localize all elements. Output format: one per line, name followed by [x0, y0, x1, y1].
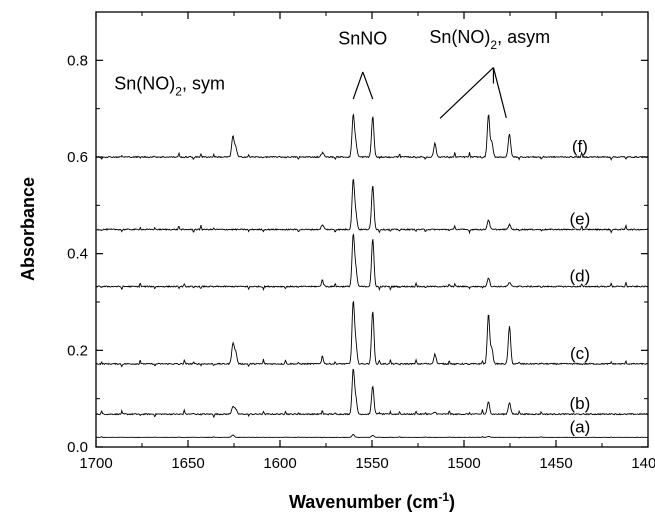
annotation-sym-text: Sn(NO): [114, 73, 175, 93]
series-layer: [95, 113, 649, 439]
series-label-e: (e): [570, 210, 591, 229]
annotation-pointer: [492, 67, 507, 118]
x-tick-label: 1600: [263, 455, 296, 472]
x-tick-label: 1450: [539, 455, 572, 472]
series-label-d: (d): [570, 267, 591, 286]
y-tick-label: 0.4: [67, 246, 88, 263]
x-axis-ticks: 1700 1650 1600 1550 1500 1450 1400: [79, 12, 655, 472]
y-tick-label: 0.0: [67, 439, 88, 456]
series-label-c: (c): [570, 344, 590, 363]
series-labels: (a) (b) (c) (d) (e) (f): [570, 137, 591, 436]
annotation-sym-suffix: , sym: [182, 73, 225, 93]
series-line-f: [95, 113, 649, 161]
y-tick-label: 0.8: [67, 52, 88, 69]
series-label-f: (f): [572, 137, 588, 156]
annotation-asym-suffix: , asym: [497, 27, 550, 47]
annotation-asym: Sn(NO)2, asym: [429, 27, 550, 52]
annotation-pointer: [362, 71, 374, 100]
annotation-sym: Sn(NO)2, sym: [114, 73, 225, 98]
annotation-snno: SnNO: [338, 28, 387, 48]
y-tick-label: 0.2: [67, 342, 88, 359]
x-tick-label: 1400: [631, 455, 655, 472]
series-line-e: [95, 178, 649, 235]
x-axis-title-superscript: -1: [438, 490, 449, 504]
annotation-asym-text: Sn(NO): [429, 27, 490, 47]
x-axis-title-main: Wavenumber (cm: [289, 492, 438, 512]
x-tick-label: 1550: [355, 455, 388, 472]
x-tick-label: 1500: [447, 455, 480, 472]
x-tick-label: 1650: [171, 455, 204, 472]
annotation-snno-text: SnNO: [338, 28, 387, 48]
annotation-asym-subscript: 2: [490, 38, 497, 52]
series-line-d: [95, 233, 649, 292]
series-label-a: (a): [570, 417, 591, 436]
annotation-sym-subscript: 2: [175, 84, 182, 98]
annotation-pointer: [352, 71, 364, 100]
series-line-b: [95, 368, 649, 419]
series-label-b: (b): [570, 394, 591, 413]
x-axis-title: Wavenumber (cm-1): [289, 490, 455, 512]
y-axis-title: Absorbance: [18, 177, 38, 281]
x-tick-label: 1700: [79, 455, 112, 472]
x-axis-title-close: ): [449, 492, 455, 512]
series-line-c: [95, 301, 648, 368]
y-tick-label: 0.6: [67, 149, 88, 166]
annotation-pointer: [439, 67, 494, 119]
series-line-a: [95, 433, 648, 439]
